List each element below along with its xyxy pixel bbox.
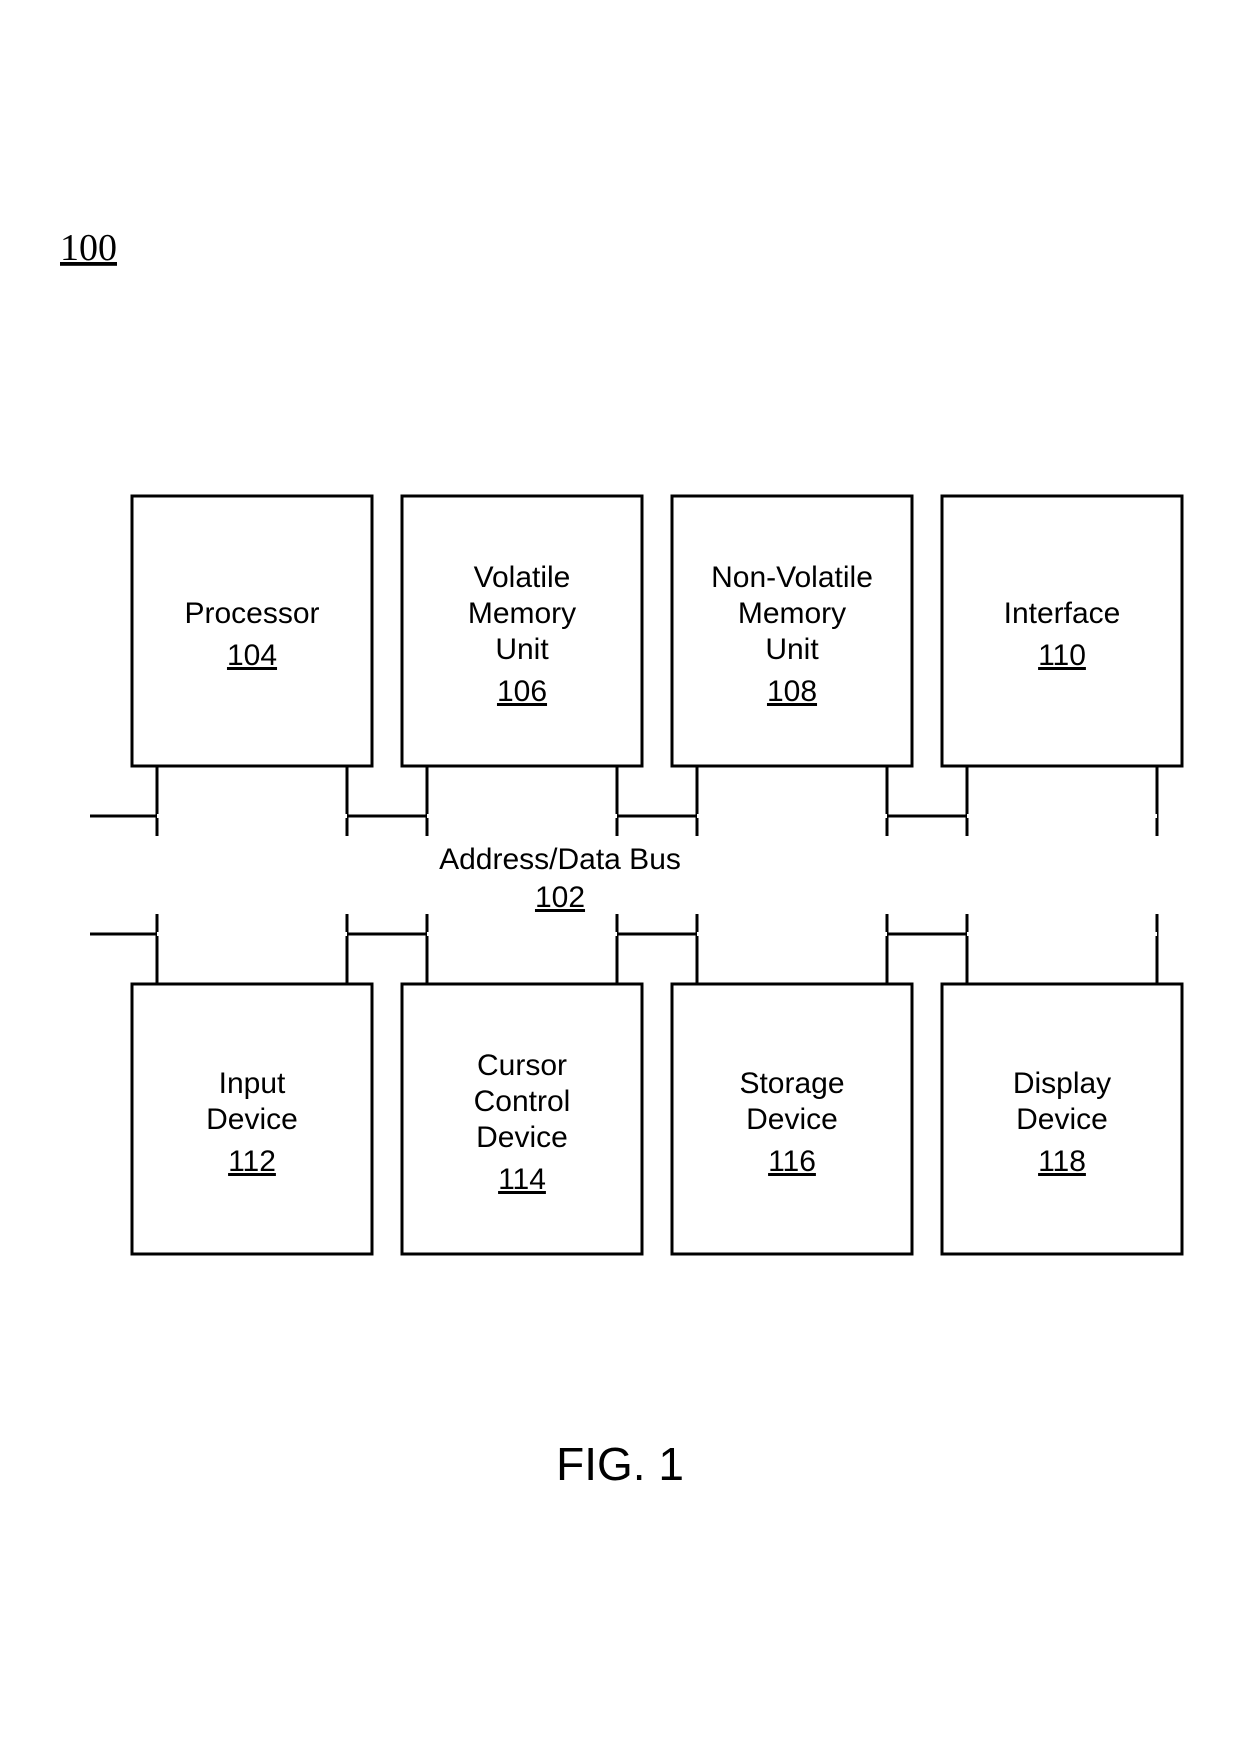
cursor-control-block: CursorControlDevice 114 xyxy=(402,914,642,1254)
display-device-label-1: Device xyxy=(1016,1103,1108,1136)
display-device-number: 118 xyxy=(1038,1145,1086,1178)
input-device-label-1: Device xyxy=(206,1103,298,1136)
input-device-block: InputDevice 112 xyxy=(132,914,372,1254)
interface-label-0: Interface xyxy=(1004,597,1121,630)
cursor-control-number: 114 xyxy=(498,1163,546,1196)
bus-label: Address/Data Bus xyxy=(439,843,681,876)
cursor-control-label-1: Control xyxy=(474,1085,571,1118)
volatile-memory-label-0: Volatile xyxy=(474,561,571,594)
processor-number: 104 xyxy=(227,639,277,672)
bus-number: 102 xyxy=(535,881,585,914)
cursor-control-label-0: Cursor xyxy=(477,1049,567,1082)
cursor-control-label-2: Device xyxy=(476,1121,568,1154)
figure-label: FIG. 1 xyxy=(556,1438,684,1490)
nonvolatile-mem-label-2: Unit xyxy=(765,633,819,666)
processor-label-0: Processor xyxy=(184,597,319,630)
volatile-memory-number: 106 xyxy=(497,675,547,708)
display-device-label-0: Display xyxy=(1013,1067,1111,1100)
diagram-number: 100 xyxy=(60,227,117,269)
nonvolatile-mem-number: 108 xyxy=(767,675,817,708)
storage-device-number: 116 xyxy=(768,1145,816,1178)
storage-device-label-0: Storage xyxy=(739,1067,844,1100)
volatile-memory-block: VolatileMemoryUnit 106 xyxy=(402,496,642,836)
storage-device-block: StorageDevice 116 xyxy=(672,914,912,1254)
interface-number: 110 xyxy=(1038,639,1086,672)
processor-block: Processor 104 xyxy=(132,496,372,836)
interface-block: Interface 110 xyxy=(942,496,1182,836)
address-data-bus: Address/Data Bus 102 xyxy=(90,816,1090,934)
nonvolatile-mem-label-0: Non-Volatile xyxy=(711,561,873,594)
nonvolatile-mem-block: Non-VolatileMemoryUnit 108 xyxy=(672,496,912,836)
display-device-block: DisplayDevice 118 xyxy=(942,914,1182,1254)
input-device-label-0: Input xyxy=(219,1067,286,1100)
nonvolatile-mem-label-1: Memory xyxy=(738,597,846,630)
storage-device-label-1: Device xyxy=(746,1103,838,1136)
volatile-memory-label-2: Unit xyxy=(495,633,549,666)
volatile-memory-label-1: Memory xyxy=(468,597,576,630)
input-device-number: 112 xyxy=(228,1145,276,1178)
